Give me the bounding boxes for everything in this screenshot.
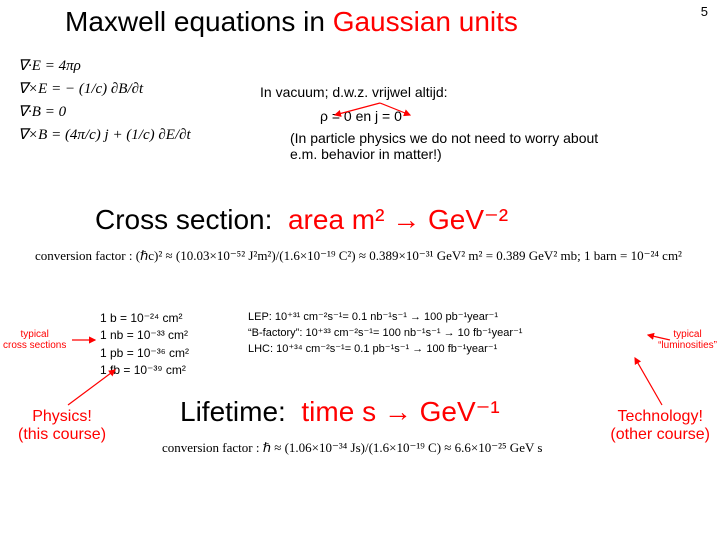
luminosity-table: LEP: 10⁺³¹ cm⁻²s⁻¹= 0.1 nb⁻¹s⁻¹ → 100 pb…	[248, 310, 522, 358]
maxwell-eq4: ∇×B = (4π/c) j + (1/c) ∂E/∂t	[18, 125, 178, 144]
lum-row: LHC: 10⁺³⁴ cm⁻²s⁻¹= 0.1 pb⁻¹s⁻¹ → 100 fb…	[248, 342, 522, 358]
life-value: time s → GeV⁻¹	[301, 396, 499, 427]
conversion-cross-section: conversion factor : (ℏc)² ≈ (10.03×10⁻⁵²…	[35, 248, 682, 264]
barn-table: 1 b = 10⁻²⁴ cm² 1 nb = 10⁻³³ cm² 1 pb = …	[100, 310, 189, 380]
title-accent: Gaussian units	[333, 6, 518, 37]
rho-j-zero: ρ = 0 en j = 0	[320, 108, 402, 124]
physics-label: Physics!(this course)	[18, 408, 106, 444]
maxwell-eq1: ∇·E = 4πρ	[18, 56, 178, 75]
maxwell-equations: ∇·E = 4πρ ∇×E = − (1/c) ∂B/∂t ∇·B = 0 ∇×…	[18, 52, 178, 148]
maxwell-eq2: ∇×E = − (1/c) ∂B/∂t	[18, 79, 178, 98]
page-title: Maxwell equations in Gaussian units	[65, 6, 518, 38]
lum-row: “B-factory”: 10⁺³³ cm⁻²s⁻¹= 100 nb⁻¹s⁻¹ …	[248, 326, 522, 342]
life-prefix: Lifetime:	[180, 396, 286, 427]
typical-cross-sections-label: typicalcross sections	[3, 329, 66, 351]
barn-row: 1 fb = 10⁻³⁹ cm²	[100, 362, 189, 379]
technology-label: Technology!(other course)	[610, 408, 710, 444]
cross-prefix: Cross section:	[95, 204, 272, 235]
conversion-lifetime: conversion factor : ℏ ≈ (1.06×10⁻³⁴ Js)/…	[162, 440, 542, 456]
typical-luminosities-label: typical“luminosities”	[658, 329, 717, 351]
page-number: 5	[701, 4, 708, 19]
particle-physics-note: (In particle physics we do not need to w…	[290, 130, 620, 162]
cross-value: area m² → GeV⁻²	[288, 204, 508, 235]
barn-row: 1 pb = 10⁻³⁶ cm²	[100, 345, 189, 362]
barn-row: 1 b = 10⁻²⁴ cm²	[100, 310, 189, 327]
vacuum-note: In vacuum; d.w.z. vrijwel altijd:	[260, 84, 448, 100]
maxwell-eq3: ∇·B = 0	[18, 102, 178, 121]
barn-row: 1 nb = 10⁻³³ cm²	[100, 327, 189, 344]
title-main: Maxwell equations in	[65, 6, 333, 37]
lifetime-heading: Lifetime: time s → GeV⁻¹	[180, 395, 500, 428]
cross-section-heading: Cross section: area m² → GeV⁻²	[95, 203, 508, 236]
lum-row: LEP: 10⁺³¹ cm⁻²s⁻¹= 0.1 nb⁻¹s⁻¹ → 100 pb…	[248, 310, 522, 326]
